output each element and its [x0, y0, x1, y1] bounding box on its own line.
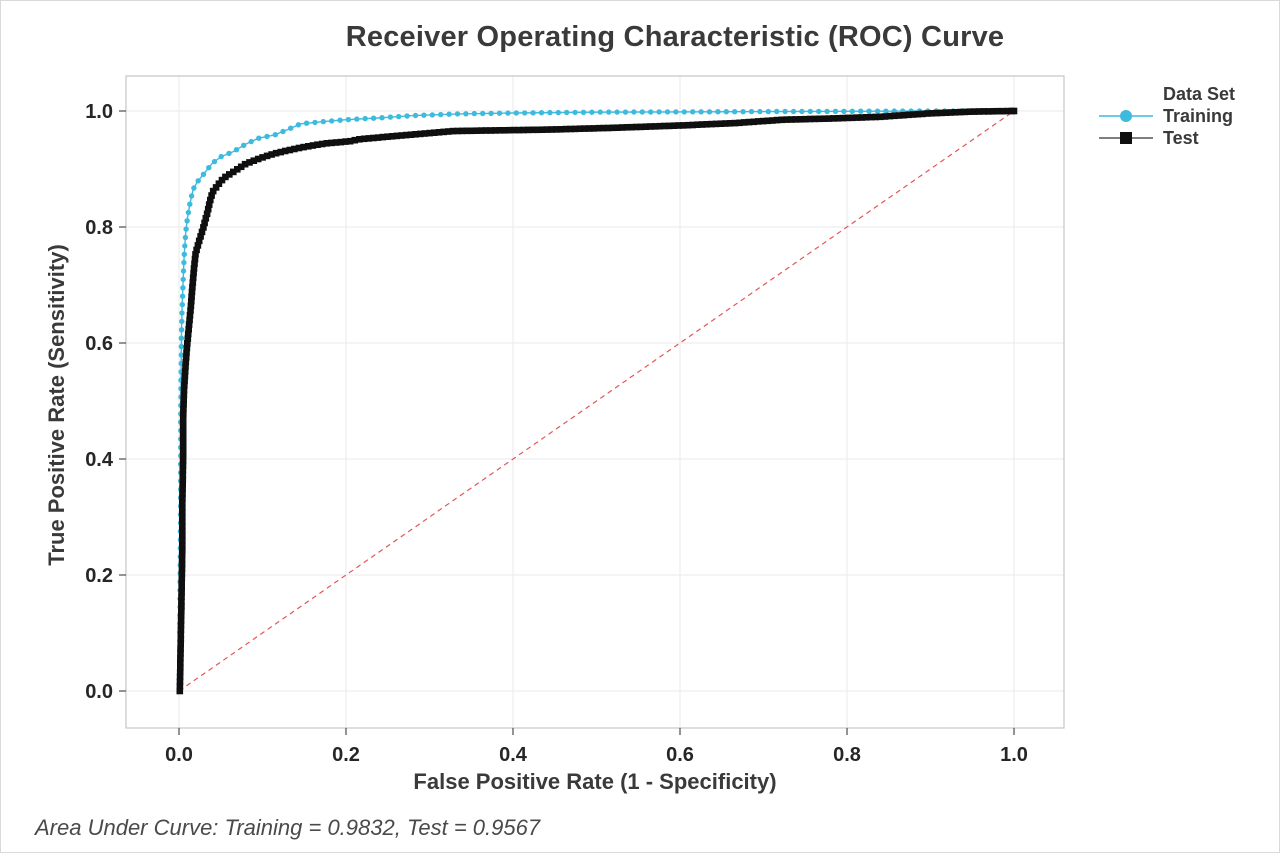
y-tick-label: 0.6 [85, 333, 113, 355]
legend-title: Data Set [1163, 84, 1236, 104]
plot-frame [125, 75, 1065, 729]
test-square-marker-icon [1099, 132, 1153, 144]
legend-item-test: Test [1097, 127, 1235, 149]
axis-tick-labels: 0.0 0.2 0.4 0.6 0.8 1.0 0.0 0.2 0.4 0.6 0.8 1.0 [85, 101, 1028, 766]
legend-label-training: Training [1163, 105, 1234, 126]
axis-ticks [119, 110, 1015, 735]
gridlines [126, 76, 1064, 728]
x-tick-label: 0.4 [499, 744, 528, 766]
x-tick-label: 0.6 [666, 744, 694, 766]
chart-title: Receiver Operating Characteristic (ROC) … [345, 21, 1005, 53]
y-tick-label: 0.2 [85, 565, 113, 587]
series-markers [176, 107, 1018, 695]
x-tick-label: 0.0 [165, 744, 193, 766]
y-tick-label: 0.8 [85, 217, 113, 239]
y-tick-label: 1.0 [85, 101, 113, 123]
series-test [176, 107, 1018, 695]
auc-footer-note: Area Under Curve: Training = 0.9832, Tes… [35, 815, 541, 840]
legend: Data Set Training Test [1097, 83, 1235, 149]
legend-item-training: Training [1097, 105, 1235, 127]
training-circle-marker-icon [1099, 110, 1153, 122]
y-axis-title: True Positive Rate (Sensitivity) [44, 244, 69, 566]
chance-diagonal-line [178, 110, 1015, 692]
y-tick-label: 0.4 [85, 449, 114, 471]
x-tick-label: 0.2 [332, 744, 360, 766]
plot-area: 0.0 0.2 0.4 0.6 0.8 1.0 0.0 0.2 0.4 0.6 0.8 1.0 [85, 75, 1065, 766]
x-tick-label: 1.0 [1000, 744, 1028, 766]
x-axis-title: False Positive Rate (1 - Specificity) [413, 769, 777, 794]
x-tick-label: 0.8 [833, 744, 861, 766]
legend-label-test: Test [1163, 127, 1199, 148]
y-tick-label: 0.0 [85, 681, 113, 703]
